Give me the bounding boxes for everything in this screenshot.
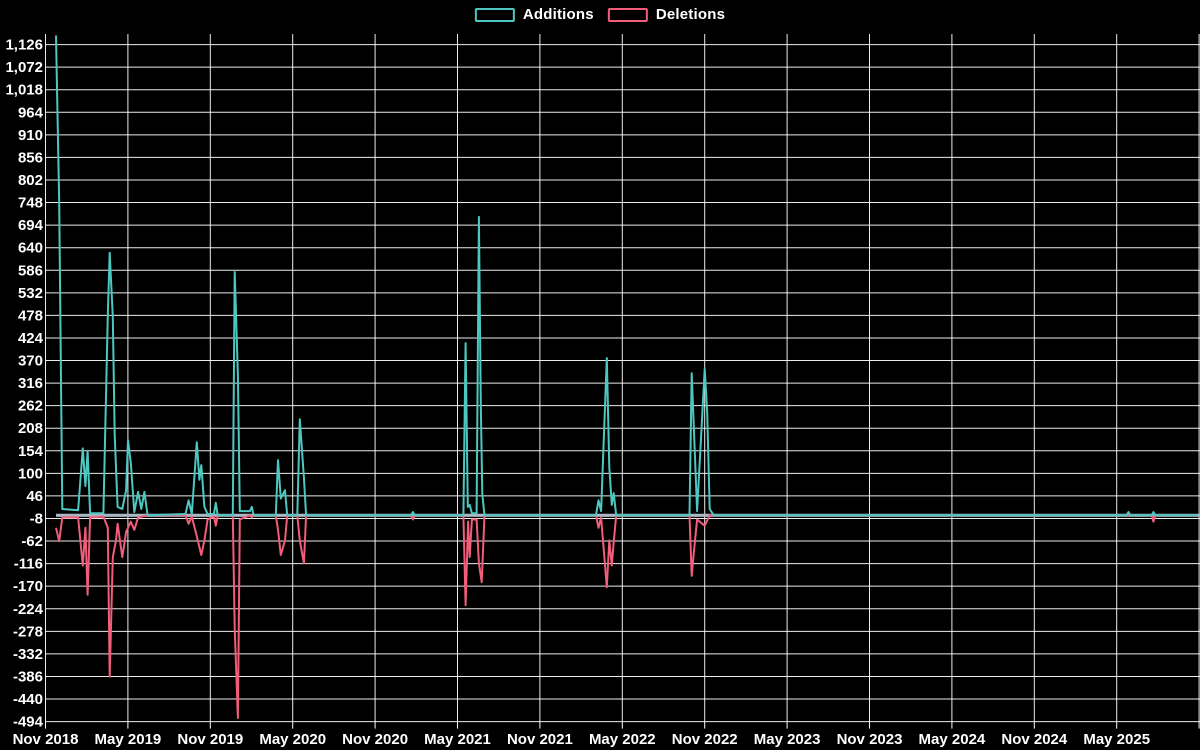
y-tick-label: 370 [18, 353, 43, 370]
y-tick-label: 424 [18, 330, 44, 347]
legend-label-additions: Additions [522, 6, 594, 23]
chart-legend: Additions Deletions [474, 6, 726, 23]
y-tick-label: -494 [13, 714, 44, 731]
y-tick-label: 100 [18, 465, 43, 482]
legend-item-additions[interactable]: Additions [474, 6, 594, 23]
y-tick-label: -8 [30, 510, 43, 527]
y-tick-label: 46 [26, 488, 43, 505]
y-tick-label: 802 [18, 172, 43, 189]
y-tick-label: 1,018 [5, 82, 43, 99]
x-tick-label: May 2021 [424, 731, 491, 748]
additions-swatch-icon [474, 7, 515, 22]
y-tick-label: -170 [13, 578, 43, 595]
y-tick-label: 964 [18, 104, 44, 121]
y-tick-label: 478 [18, 307, 43, 324]
x-tick-label: Nov 2022 [672, 731, 738, 748]
x-tick-label: May 2019 [95, 731, 162, 748]
legend-item-deletions[interactable]: Deletions [607, 6, 726, 23]
y-tick-label: 154 [18, 443, 44, 460]
y-tick-label: 1,126 [5, 37, 43, 54]
y-tick-label: -278 [13, 623, 43, 640]
y-tick-label: 208 [18, 420, 43, 437]
x-tick-label: May 2024 [919, 731, 986, 748]
deletions-swatch-icon [607, 7, 648, 22]
y-tick-label: -116 [14, 556, 43, 573]
y-tick-label: 910 [18, 127, 43, 144]
y-tick-label: 694 [18, 217, 44, 234]
y-tick-label: 856 [18, 149, 43, 166]
x-tick-label: May 2023 [754, 731, 821, 748]
y-tick-label: -62 [21, 533, 43, 550]
y-tick-label: -224 [13, 601, 44, 618]
deletions-line [55, 514, 1198, 719]
additions-line [55, 35, 1198, 517]
y-tick-label: 316 [18, 375, 43, 392]
x-tick-label: Nov 2024 [1001, 731, 1068, 748]
x-tick-label: May 2025 [1083, 731, 1150, 748]
x-tick-label: Nov 2019 [177, 731, 243, 748]
x-tick-label: Nov 2020 [342, 731, 408, 748]
y-tick-label: 532 [18, 285, 43, 302]
y-tick-label: -386 [13, 668, 43, 685]
x-tick-label: Nov 2018 [13, 731, 79, 748]
y-tick-label: 748 [18, 195, 43, 212]
y-tick-label: 262 [18, 398, 43, 415]
y-tick-label: 640 [18, 240, 43, 257]
y-tick-label: 586 [18, 262, 43, 279]
legend-label-deletions: Deletions [655, 6, 726, 23]
y-tick-label: -332 [13, 646, 43, 663]
x-tick-label: Nov 2021 [507, 731, 573, 748]
x-tick-label: May 2022 [589, 731, 656, 748]
y-tick-label: 1,072 [5, 59, 43, 76]
x-tick-label: Nov 2023 [837, 731, 903, 748]
x-tick-label: May 2020 [259, 731, 326, 748]
y-tick-label: -440 [13, 691, 43, 708]
